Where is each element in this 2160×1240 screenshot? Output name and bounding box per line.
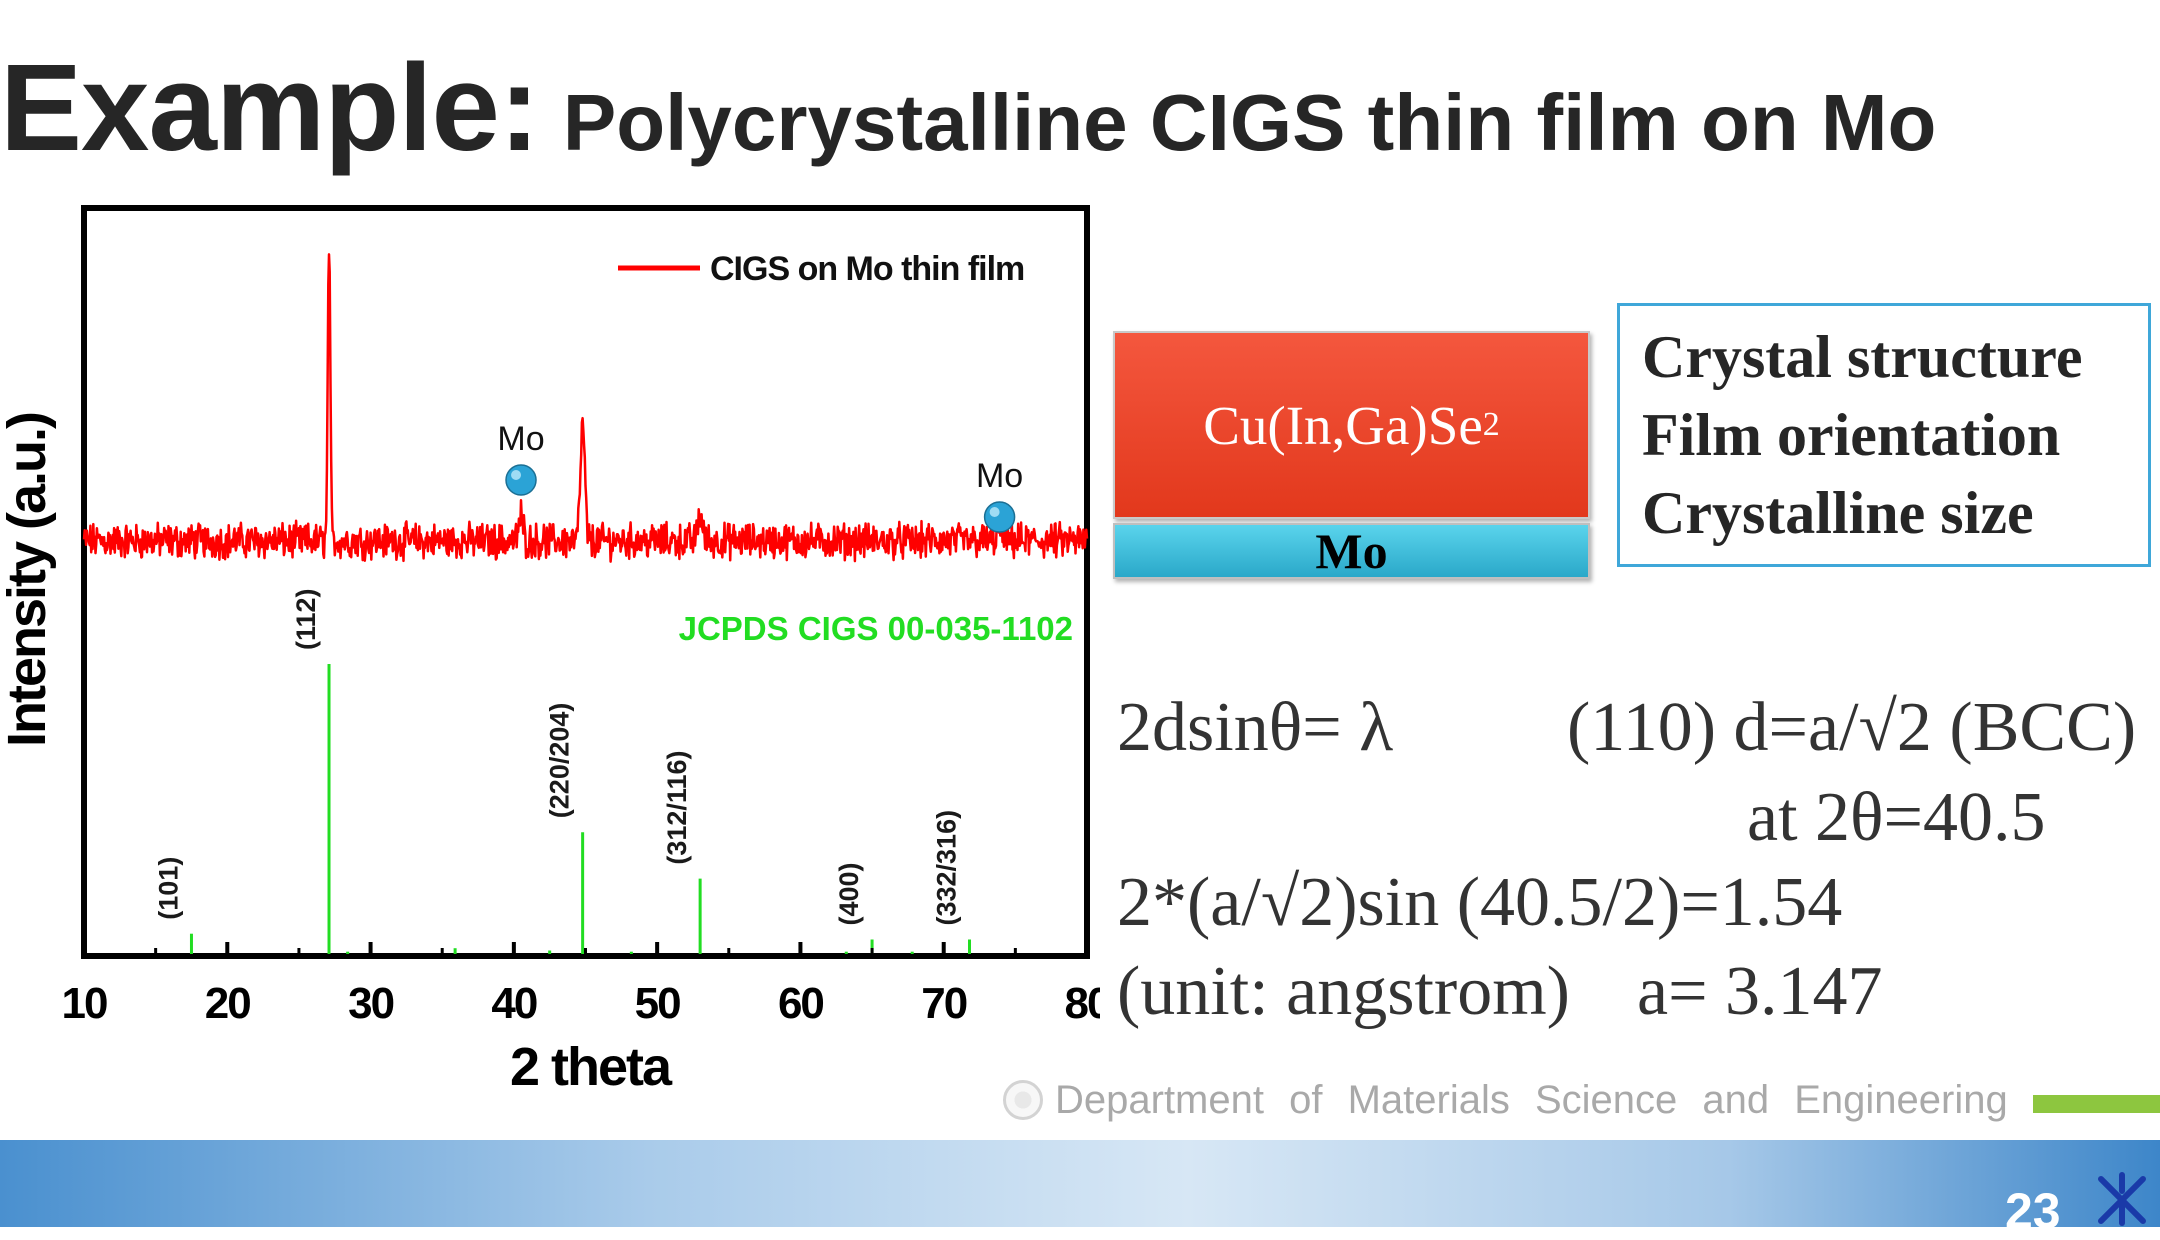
- mo-peak-label: Mo: [976, 457, 1023, 495]
- mo-peak-marker: [983, 501, 1016, 533]
- footer-accent-bar: [2033, 1095, 2160, 1113]
- x-tick-label: 40: [491, 979, 536, 1028]
- mo-peak-marker: [505, 464, 537, 496]
- x-tick-label: 70: [921, 979, 966, 1028]
- mo-peak-label: Mo: [497, 420, 544, 458]
- department-logo-icon: [2098, 1172, 2146, 1226]
- legend-label: CIGS on Mo thin film: [710, 250, 1024, 288]
- x-tick-label: 60: [778, 979, 823, 1028]
- bottom-band: [0, 1140, 2160, 1227]
- x-tick-label: 80: [1065, 979, 1100, 1028]
- angle-note: at 2θ=40.5: [1747, 779, 2046, 856]
- mo-marker-highlight: [989, 507, 1000, 517]
- analysis-line-structure: Crystal structure: [1642, 324, 2083, 390]
- x-axis-title: 2 theta: [510, 1037, 673, 1097]
- reference-miller-label: (112): [291, 588, 321, 650]
- analysis-box: Crystal structure Film orientation Cryst…: [1617, 303, 2151, 567]
- lattice-calc: 2*(a/√2)sin (40.5/2)=1.54: [1117, 864, 1843, 941]
- x-tick-label: 30: [348, 979, 393, 1028]
- reference-miller-label: (101): [153, 857, 183, 920]
- university-seal-icon: [1003, 1080, 1043, 1120]
- cigs-layer-label: Cu(In,Ga)Se: [1203, 394, 1483, 456]
- d-spacing-equation: (110) d=a/√2 (BCC): [1567, 689, 2137, 766]
- reference-label: JCPDS CIGS 00-035-1102: [679, 610, 1073, 647]
- lattice-result: a= 3.147: [1637, 953, 1883, 1030]
- x-tick-label: 20: [205, 979, 250, 1028]
- cigs-spectrum-line: [82, 253, 1089, 563]
- department-footer: Department of Materials Science and Engi…: [1055, 1078, 2008, 1122]
- cigs-layer: Cu(In,Ga)Se 2: [1113, 331, 1590, 519]
- mo-layer-label: Mo: [1315, 523, 1388, 579]
- cigs-layer-subscript: 2: [1482, 406, 1500, 443]
- bragg-equation: 2dsinθ= λ: [1117, 689, 1394, 766]
- analysis-line-size: Crystalline size: [1642, 480, 2034, 546]
- reference-miller-label: (332/316): [932, 810, 962, 926]
- slide-title: Example: Polycrystalline CIGS thin film o…: [0, 38, 1936, 179]
- unit-note: (unit: angstrom): [1117, 953, 1570, 1030]
- xrd-chart: (101) (112) (220/204) (312/116) (400) (332/31…: [0, 205, 1100, 1097]
- reference-miller-label: (400): [834, 862, 864, 925]
- title-main: Example:: [0, 40, 540, 177]
- mo-marker-highlight: [511, 470, 522, 480]
- analysis-line-orientation: Film orientation: [1642, 402, 2061, 468]
- reference-miller-label: (312/116): [662, 751, 692, 865]
- reference-miller-label: (220/204): [545, 703, 575, 819]
- x-tick-label: 50: [635, 979, 680, 1028]
- x-tick-label: 10: [62, 979, 107, 1028]
- y-axis-title: Intensity (a.u.): [0, 413, 57, 747]
- title-sub: Polycrystalline CIGS thin film on Mo: [562, 78, 1937, 167]
- mo-layer: Mo: [1113, 523, 1590, 579]
- page-number: 23: [2005, 1183, 2061, 1239]
